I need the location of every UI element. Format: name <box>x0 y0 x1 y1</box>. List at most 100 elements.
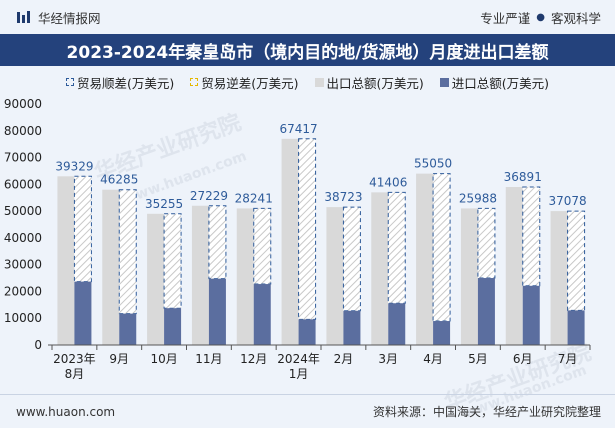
import-bar <box>208 278 226 345</box>
surplus-bar <box>477 207 496 279</box>
brand-name: 华经情报网 <box>38 10 101 26</box>
x-tick-label: 11月 <box>195 352 222 366</box>
surplus-value-label: 35255 <box>145 197 183 211</box>
surplus-value-label: 37078 <box>548 194 586 208</box>
import-bar <box>477 278 495 345</box>
x-tick-label: 8月 <box>65 367 85 381</box>
surplus-bar <box>432 173 451 322</box>
import-bar <box>164 308 182 345</box>
surplus-bar <box>387 191 406 304</box>
export-bar <box>550 211 568 345</box>
legend-deficit-label: 贸易逆差(万美元) <box>201 75 299 91</box>
brand-logo-icon <box>17 11 30 23</box>
x-tick-label: 4月 <box>423 352 443 366</box>
footer-url: www.huaon.com <box>16 404 116 419</box>
surplus-bar <box>298 138 317 320</box>
surplus-value-label: 46285 <box>100 173 138 187</box>
separator-dot-icon: ● <box>536 11 545 23</box>
chart-area: 0 10000 20000 30000 40000 50000 60000 70000 8000… <box>4 97 591 381</box>
import-bar <box>74 281 92 345</box>
import-bar <box>388 303 406 345</box>
brand: 华经情报网 <box>16 8 101 27</box>
export-bar <box>236 208 254 345</box>
import-bar <box>119 313 137 345</box>
bars: 39329 46285 35255 27229 28241 67417 38723 41406… <box>55 122 587 345</box>
y-tick-label: 40000 <box>4 231 42 245</box>
surplus-value-label: 27229 <box>190 189 228 203</box>
legend-import-swatch-icon <box>439 77 449 87</box>
chart-title-bar: 2023-2024年秦皇岛市（境内目的地/货源地）月度进出口差额 <box>0 34 615 66</box>
legend-item-export: 出口总额(万美元) <box>314 73 424 92</box>
legend-export-swatch-icon <box>314 77 324 87</box>
x-tick-label: 6月 <box>513 352 533 366</box>
x-tick-label: 7月 <box>558 352 578 366</box>
surplus-bar <box>567 210 586 311</box>
x-tick-label: 2024年 <box>277 352 320 366</box>
x-tick-label: 9月 <box>109 352 129 366</box>
top-bar: 华经情报网 专业严谨 ● 客观科学 <box>0 0 615 34</box>
x-tick-label: 3月 <box>378 352 398 366</box>
surplus-value-label: 25988 <box>459 191 497 205</box>
surplus-bar <box>522 186 541 287</box>
y-tick-label: 10000 <box>4 311 42 325</box>
surplus-value-label: 39329 <box>55 159 93 173</box>
legend-deficit-swatch-icon <box>190 78 199 86</box>
export-bar <box>191 205 209 345</box>
y-axis: 0 10000 20000 30000 40000 50000 60000 70000 8000… <box>4 97 42 352</box>
import-bar <box>253 284 271 345</box>
surplus-bar <box>118 189 137 315</box>
legend-item-surplus: 贸易顺差(万美元) <box>65 73 175 92</box>
legend-item-import: 进口总额(万美元) <box>439 73 550 92</box>
slogan: 专业严谨 ● 客观科学 <box>480 8 601 27</box>
legend-import-label: 进口总额(万美元) <box>451 75 550 91</box>
x-tick-label: 2023年 <box>53 352 96 366</box>
surplus-bar <box>208 205 227 280</box>
export-bar <box>416 173 434 345</box>
y-tick-label: 90000 <box>4 97 42 111</box>
y-tick-label: 80000 <box>4 124 42 138</box>
legend-surplus-label: 贸易顺差(万美元) <box>76 75 175 91</box>
surplus-value-label: 41406 <box>369 175 407 189</box>
chart-title: 2023-2024年秦皇岛市（境内目的地/货源地）月度进出口差额 <box>66 42 549 63</box>
y-tick-label: 60000 <box>4 177 42 191</box>
import-bar <box>343 310 361 345</box>
import-bar <box>522 285 540 345</box>
surplus-bar <box>253 207 272 285</box>
y-tick-label: 30000 <box>4 258 42 272</box>
surplus-bar <box>163 213 182 309</box>
export-bar <box>371 192 389 345</box>
surplus-value-label: 38723 <box>324 190 362 204</box>
y-tick-label: 70000 <box>4 151 42 165</box>
import-bar <box>567 310 585 345</box>
slogan-right: 客观科学 <box>550 10 601 26</box>
footer-source: 资料来源：中国海关，华经产业研究院整理 <box>372 405 601 419</box>
export-bar <box>57 176 75 345</box>
footer: www.huaon.com 资料来源：中国海关，华经产业研究院整理 <box>0 394 615 428</box>
x-tick-label: 12月 <box>240 352 267 366</box>
x-tick-label: 5月 <box>468 352 488 366</box>
y-tick-label: 0 <box>34 338 42 352</box>
surplus-value-label: 28241 <box>235 191 273 205</box>
import-bar <box>433 321 451 345</box>
export-bar <box>102 189 120 345</box>
legend-item-deficit: 贸易逆差(万美元) <box>190 73 299 92</box>
surplus-value-label: 36891 <box>504 170 542 184</box>
y-tick-label: 20000 <box>4 284 42 298</box>
x-tick-label: 2月 <box>334 352 354 366</box>
export-bar <box>505 187 523 345</box>
export-bar <box>326 207 344 345</box>
export-bar <box>147 213 165 345</box>
import-bar <box>298 319 316 345</box>
legend-export-label: 出口总额(万美元) <box>326 75 424 91</box>
surplus-value-label: 55050 <box>414 157 452 171</box>
export-bar <box>281 138 299 345</box>
y-tick-label: 50000 <box>4 204 42 218</box>
surplus-value-label: 67417 <box>279 122 317 136</box>
export-bar <box>460 208 478 345</box>
slogan-left: 专业严谨 <box>480 10 531 26</box>
x-tick-label: 1月 <box>289 367 309 381</box>
surplus-bar <box>342 206 361 312</box>
x-tick-label: 10月 <box>150 352 177 366</box>
surplus-bar <box>73 175 92 283</box>
